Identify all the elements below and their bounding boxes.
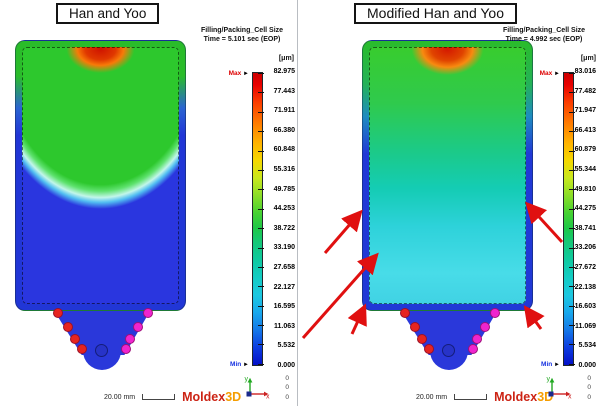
panel-modified-han-and-yoo: Modified Han and Yoo Filling/Packing_Cel…	[298, 0, 600, 406]
panel-han-and-yoo: Han and Yoo Filling/Packing_Cell Size Ti…	[0, 0, 298, 406]
max-arrow-icon: ►	[554, 71, 560, 77]
legend-quantity: Filling/Packing_Cell Size	[200, 27, 284, 34]
colorbar: Max ► Min ►	[540, 70, 575, 368]
panel-title-box: Modified Han and Yoo	[354, 3, 517, 24]
axis-y-label: y	[547, 376, 551, 383]
colorbar-tick-labels: 82.975 77.443 71.911 66.380 60.848 55.31…	[273, 68, 295, 369]
colorbar-min-marker: Min ►	[230, 361, 249, 368]
mold-cavity-result	[362, 40, 533, 375]
sensor-dot-red	[424, 344, 434, 354]
panel-title: Modified Han and Yoo	[367, 5, 504, 21]
max-arrow-icon: ►	[243, 71, 249, 77]
min-arrow-icon: ►	[243, 362, 249, 368]
legend-quantity: Filling/Packing_Cell Size	[502, 27, 586, 34]
moldex3d-logo: Moldex3D	[182, 390, 242, 404]
sensor-dot-magenta	[490, 308, 500, 318]
sensor-dot-red	[77, 344, 87, 354]
sprue-section	[15, 308, 186, 375]
sensor-dot-magenta	[143, 308, 153, 318]
sensor-dot-red	[400, 308, 410, 318]
panel-divider	[297, 0, 298, 406]
sensor-dot-red	[63, 322, 73, 332]
colorbar-max-marker: Max ►	[539, 70, 560, 77]
sensor-dot-red	[410, 322, 420, 332]
scale-bar-icon	[142, 394, 176, 400]
scale-label: 20.00 mm	[416, 393, 448, 401]
sensor-dot-red	[70, 334, 80, 344]
colorbar-tickmarks	[258, 73, 264, 365]
sensor-dot-magenta	[480, 322, 490, 332]
colorbar-tick-labels: 83.016 77.482 71.947 66.413 60.879 55.34…	[574, 68, 596, 369]
origin-coordinates: 0 0 0	[285, 374, 289, 401]
part-outline-dashed	[369, 47, 526, 304]
axis-triad-icon: y x	[242, 374, 272, 401]
legend-header: Filling/Packing_Cell Size Time = 4.992 s…	[488, 26, 600, 44]
legend-time: Time = 4.992 sec (EOP)	[505, 36, 583, 43]
origin-coordinates: 0 0 0	[587, 374, 591, 401]
cell-size-field	[369, 47, 526, 304]
colorbar-tickmarks	[569, 73, 575, 365]
sensor-dot-magenta	[472, 334, 482, 344]
legend-unit: [μm]	[278, 55, 294, 62]
axis-x-label: x	[568, 394, 572, 401]
footer-row: 20.00 mm Moldex3D	[104, 390, 241, 404]
axis-y-label: y	[245, 376, 249, 383]
sensor-dot-magenta	[133, 322, 143, 332]
cell-size-field	[22, 47, 179, 304]
legend-time: Time = 5.101 sec (EOP)	[203, 36, 281, 43]
mold-plate	[362, 40, 533, 311]
panel-title-box: Han and Yoo	[56, 3, 160, 24]
sensor-dot-magenta	[125, 334, 135, 344]
axis-triad-icon: y x	[544, 374, 574, 401]
mold-cavity-result	[15, 40, 186, 375]
colorbar-max-marker: Max ►	[228, 70, 249, 77]
sensor-dot-magenta	[121, 344, 131, 354]
legend-header: Filling/Packing_Cell Size Time = 5.101 s…	[186, 26, 298, 44]
footer-row: 20.00 mm Moldex3D	[416, 390, 553, 404]
colorbar-min-marker: Min ►	[541, 361, 560, 368]
sprue-hole	[442, 344, 455, 357]
mold-plate	[15, 40, 186, 311]
scale-bar-icon	[454, 394, 488, 400]
panel-title: Han and Yoo	[69, 6, 147, 21]
sprue-section	[362, 308, 533, 375]
min-arrow-icon: ►	[554, 362, 560, 368]
axis-x-label: x	[266, 394, 270, 401]
sensor-dot-magenta	[468, 344, 478, 354]
scale-label: 20.00 mm	[104, 393, 136, 401]
sensor-dot-red	[53, 308, 63, 318]
legend-unit: [μm]	[580, 55, 596, 62]
sensor-dot-red	[417, 334, 427, 344]
colorbar: Max ► Min ►	[229, 70, 264, 368]
part-outline-dashed	[22, 47, 179, 304]
sprue-hole	[95, 344, 108, 357]
